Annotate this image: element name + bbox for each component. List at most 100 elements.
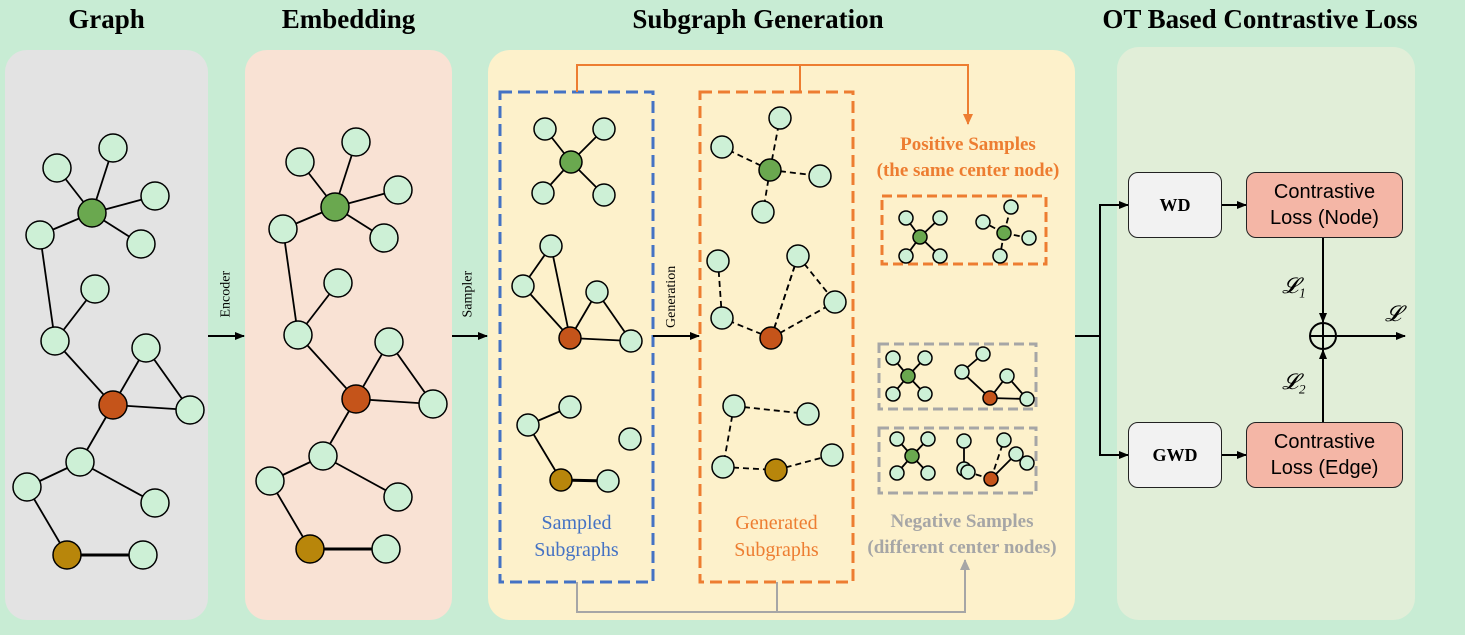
- positive-label-2: (the same center node): [876, 160, 1060, 181]
- generated-3-node: [820, 443, 844, 467]
- main-graph-node: [42, 153, 72, 183]
- fork-line: [1075, 201, 1129, 337]
- embedding-graph-edge: [282, 228, 299, 336]
- sampled-label-2: Subgraphs: [534, 539, 619, 561]
- gwd-box: GWD: [1128, 422, 1222, 488]
- main-graph-node: [98, 133, 128, 163]
- main-graph-node: [175, 395, 205, 425]
- negative-box-1: [877, 342, 1038, 411]
- main-graph-node: [128, 540, 158, 570]
- title-embedding: Embedding: [281, 4, 416, 34]
- generated-3-node: [722, 394, 746, 418]
- positive-1-node: [932, 210, 948, 226]
- embedding-graph-node: [268, 214, 298, 244]
- negative-1-node: [917, 350, 933, 366]
- generated-3-node: [764, 458, 788, 482]
- sampled-2-edge: [550, 245, 571, 339]
- negative-2-node: [999, 368, 1015, 384]
- sampled-2-node: [539, 234, 563, 258]
- main-graph-node: [25, 220, 55, 250]
- embedding-graph-node: [323, 268, 353, 298]
- negative-5-node: [996, 432, 1012, 448]
- generated-2-edge: [770, 301, 836, 339]
- main-graph-node: [52, 540, 82, 570]
- negative-5-node: [1008, 446, 1024, 462]
- wd-box: WD: [1128, 172, 1222, 238]
- negative-2-node: [975, 346, 991, 362]
- main-graph-node: [77, 198, 107, 228]
- embedding-graph-node: [374, 327, 404, 357]
- generated-1-node: [710, 135, 734, 159]
- negative-2-node: [982, 390, 998, 406]
- embedding-graph-node: [383, 175, 413, 205]
- loss-total-label: 𝓛: [1385, 301, 1401, 326]
- embedding-graph-node: [418, 389, 448, 419]
- negative-3-node: [889, 465, 905, 481]
- positive-box: [880, 194, 1048, 266]
- positive-2-node: [992, 248, 1008, 264]
- wd-label: WD: [1159, 194, 1191, 215]
- positive-2-node: [996, 225, 1012, 241]
- main-graph-node: [140, 488, 170, 518]
- negative-4-node: [956, 433, 972, 449]
- contrastive-edge-line2: Loss (Edge): [1270, 457, 1379, 479]
- sampled-3-node: [618, 427, 642, 451]
- generated-2-node: [710, 306, 734, 330]
- negative-bracket: [576, 559, 970, 613]
- embedding-graph-node: [308, 441, 338, 471]
- sampled-2-node: [558, 326, 582, 350]
- sampled-1-node: [592, 183, 616, 207]
- embedding-graph-node: [369, 223, 399, 253]
- generated-3-edge: [733, 405, 809, 415]
- generated-label-2: Subgraphs: [734, 539, 819, 561]
- positive-1-node: [932, 248, 948, 264]
- embedding-graph-node: [371, 534, 401, 564]
- positive-2-node: [1003, 199, 1019, 215]
- negative-5-node: [960, 464, 976, 480]
- positive-2-node: [975, 214, 991, 230]
- embedding-graph-node: [341, 384, 371, 414]
- embedding-graph-node: [255, 466, 285, 496]
- negative-label-2: (different center nodes): [867, 537, 1057, 558]
- title-graph: Graph: [68, 4, 145, 34]
- main-graph-node: [80, 274, 110, 304]
- sampled-3-node: [549, 468, 573, 492]
- encoder-label: Encoder: [218, 270, 234, 318]
- positive-label-1: Positive Samples: [900, 134, 1036, 155]
- sampled-2-node: [511, 274, 535, 298]
- embedding-graph-node: [320, 192, 350, 222]
- generated-1-node: [768, 106, 792, 130]
- embedding-graph-node: [341, 127, 371, 157]
- generated-2-node: [823, 290, 847, 314]
- positive-1-node: [912, 229, 928, 245]
- generated-2-node: [759, 326, 783, 350]
- negative-1-node: [885, 350, 901, 366]
- sampler-label: Sampler: [460, 270, 476, 318]
- negative-3-node: [904, 448, 920, 464]
- negative-2-node: [1019, 391, 1035, 407]
- generated-3-node: [796, 402, 820, 426]
- negative-5-node: [1019, 455, 1035, 471]
- contrastive-node-box: Contrastive Loss (Node): [1246, 172, 1403, 238]
- sampled-1-node: [592, 117, 616, 141]
- contrastive-edge-line1: Contrastive: [1273, 431, 1376, 453]
- negative-1-node: [900, 368, 916, 384]
- title-subgraph: Subgraph Generation: [632, 4, 884, 34]
- sampled-label-1: Sampled: [541, 512, 612, 534]
- positive-1-node: [898, 248, 914, 264]
- main-graph-edge: [39, 234, 56, 342]
- contrastive-node-line2: Loss (Node): [1270, 207, 1379, 229]
- sampled-3-node: [596, 469, 620, 493]
- sampled-2-node: [619, 329, 643, 353]
- sampled-1-node: [531, 181, 555, 205]
- embedding-graph-node: [383, 482, 413, 512]
- contrastive-edge-box: Contrastive Loss (Edge): [1246, 422, 1403, 488]
- generated-1-node: [808, 164, 832, 188]
- negative-3-node: [889, 431, 905, 447]
- loss-l2-label: 𝓛₂: [1282, 369, 1306, 394]
- sampled-1-node: [533, 117, 557, 141]
- generated-1-node: [751, 200, 775, 224]
- negative-1-node: [885, 386, 901, 402]
- sampled-1-node: [559, 150, 583, 174]
